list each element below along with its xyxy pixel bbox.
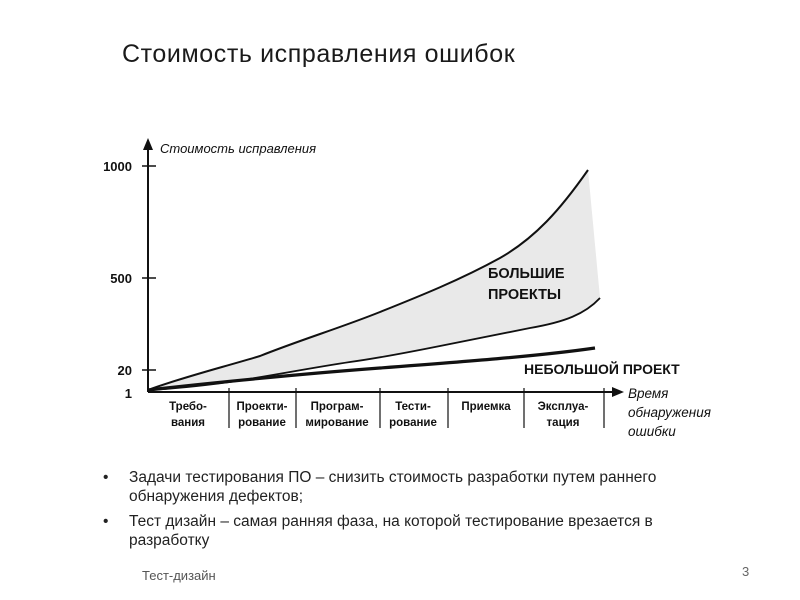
y-tick-label-1: 1	[125, 386, 132, 401]
slide-footer: Тест-дизайн	[142, 568, 216, 583]
x-axis-title-line-2: обнаружения	[628, 405, 711, 420]
bullet-marker: •	[103, 469, 109, 486]
bullet-text: Задачи тестирования ПО – снизить стоимос…	[129, 469, 657, 505]
bullet-text: Тест дизайн – самая ранняя фаза, на кото…	[129, 513, 653, 549]
phase-label-requirements-line-1: Требо-	[169, 401, 207, 413]
phase-label-operation-line-1: Эксплуа-	[538, 401, 589, 413]
big-projects-upper-curve	[147, 169, 589, 391]
x-axis-title-line-1: Время	[628, 386, 668, 401]
y-axis-title: Стоимость исправления	[160, 141, 316, 156]
x-axis-arrow	[612, 387, 624, 397]
y-tick-label-500: 500	[110, 271, 132, 286]
slide-number: 3	[742, 564, 750, 579]
phase-label-programming-line-2: мирование	[305, 417, 368, 429]
y-tick-label-1000: 1000	[103, 159, 132, 174]
big-projects-shaded-area	[148, 170, 600, 390]
x-axis-title-line-3: ошибки	[628, 424, 676, 439]
phase-label-design-line-1: Проекти-	[237, 401, 288, 413]
bullet-list: • Задачи тестирования ПО – снизить стоим…	[103, 468, 703, 556]
phase-label-acceptance: Приемка	[461, 401, 511, 413]
small-project-label: НЕБОЛЬШОЙ ПРОЕКТ	[524, 360, 680, 377]
big-projects-label-line-2: ПРОЕКТЫ	[488, 287, 561, 303]
big-projects-label-line-1: БОЛЬШИЕ	[488, 266, 565, 282]
y-tick-label-20: 20	[118, 363, 132, 378]
phase-label-requirements-line-2: вания	[171, 417, 205, 429]
bullet-item: • Задачи тестирования ПО – снизить стоим…	[103, 468, 703, 506]
cost-of-defect-diagram: 1000 500 20 1 Стоимость исправления Врем…	[103, 138, 711, 439]
bullet-item: • Тест дизайн – самая ранняя фаза, на ко…	[103, 512, 703, 550]
small-project-curve	[147, 346, 596, 392]
phase-label-programming-line-1: Програм-	[311, 401, 364, 413]
phase-label-testing-line-1: Тести-	[395, 401, 431, 413]
phase-label-operation-line-2: тация	[547, 417, 580, 429]
y-axis-arrow	[143, 138, 153, 150]
bullet-marker: •	[103, 513, 109, 530]
phase-label-design-line-2: рование	[238, 417, 286, 429]
phase-label-testing-line-2: рование	[389, 417, 437, 429]
slide-title: Стоимость исправления ошибок	[122, 40, 516, 68]
